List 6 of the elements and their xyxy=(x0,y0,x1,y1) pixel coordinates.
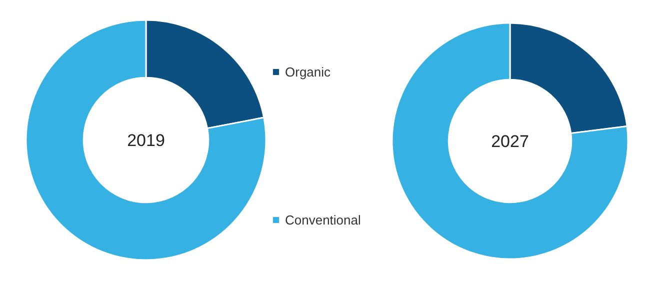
legend-label: Conventional xyxy=(285,212,361,228)
text: 2027 xyxy=(491,132,529,151)
legend-label: Organic xyxy=(285,64,332,80)
donut-slice xyxy=(391,22,629,260)
text: 2019 xyxy=(127,130,165,150)
donut-slice xyxy=(25,19,267,261)
